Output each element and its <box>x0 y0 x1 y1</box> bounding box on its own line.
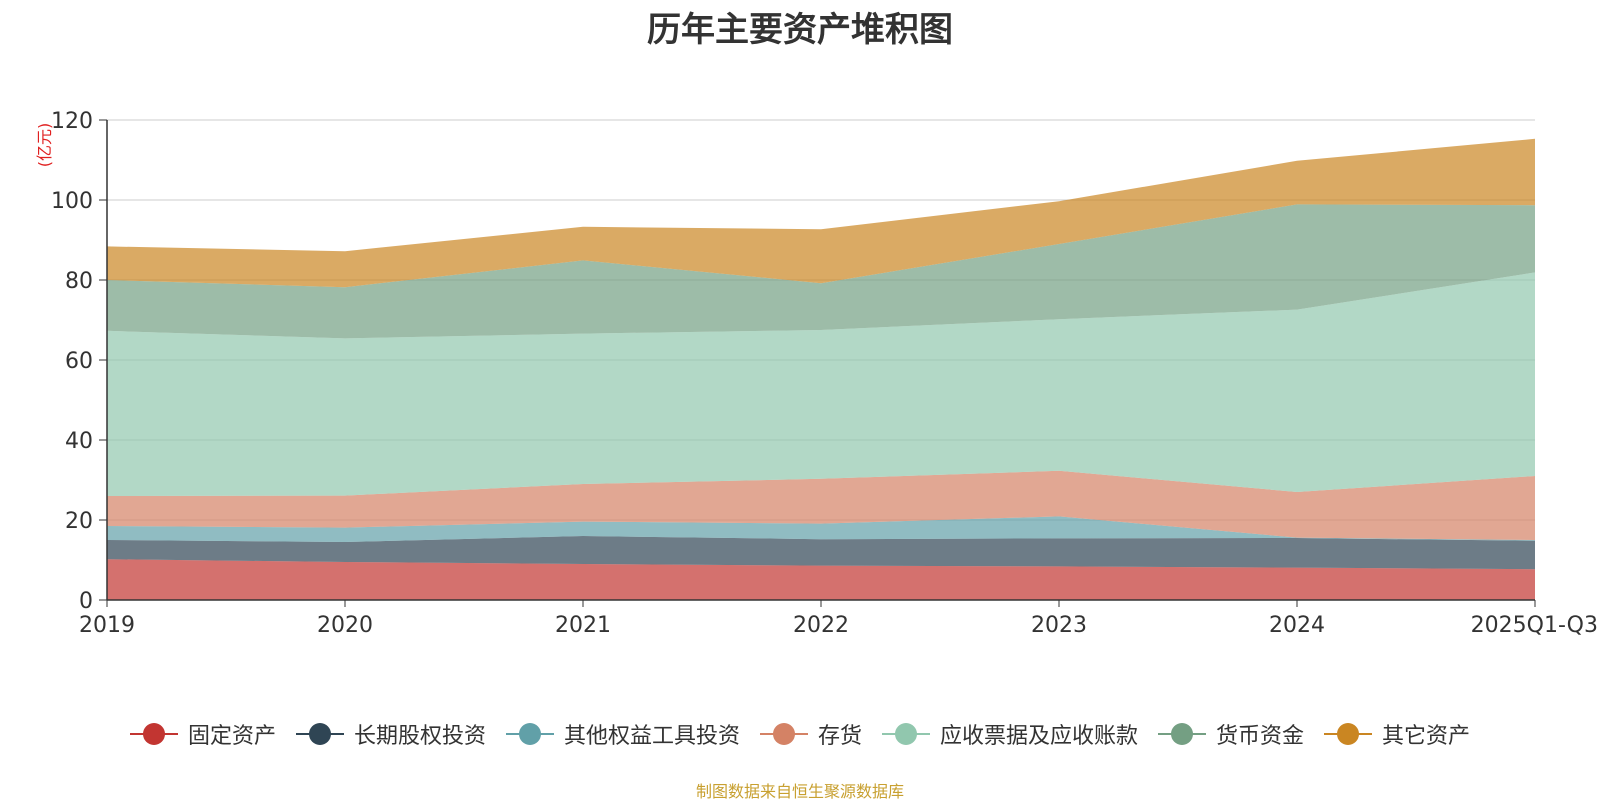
legend-item-6[interactable]: 其它资产 <box>1324 718 1470 750</box>
legend: 固定资产 长期股权投资 其他权益工具投资 存货 应收票据及应收账款 货币资金 其它资产 <box>0 718 1600 750</box>
x-tick-label: 2023 <box>1031 613 1087 638</box>
legend-swatch-icon <box>1324 723 1373 745</box>
area-3[interactable] <box>107 470 1535 540</box>
y-tick-label: 100 <box>51 189 93 214</box>
area-2[interactable] <box>107 516 1535 542</box>
area-6[interactable] <box>107 138 1535 288</box>
legend-swatch-icon <box>505 723 554 745</box>
area-4[interactable] <box>107 272 1535 496</box>
legend-swatch-icon <box>759 723 808 745</box>
area-5[interactable] <box>107 204 1535 339</box>
x-axis-ticks: 2019 2020 2021 2022 2023 2024 2025Q1-Q3 <box>79 600 1598 638</box>
y-tick-label: 120 <box>51 109 93 134</box>
x-tick-label: 2025Q1-Q3 <box>1471 613 1598 638</box>
area-0[interactable] <box>107 559 1535 600</box>
legend-item-1[interactable]: 长期股权投资 <box>295 718 486 750</box>
y-tick-label: 40 <box>65 429 93 454</box>
legend-label: 存货 <box>817 724 862 749</box>
legend-swatch-icon <box>129 723 178 745</box>
x-tick-label: 2022 <box>793 613 849 638</box>
legend-item-5[interactable]: 货币资金 <box>1158 718 1304 750</box>
legend-item-2[interactable]: 其他权益工具投资 <box>505 718 740 750</box>
source-note: 制图数据来自恒生聚源数据库 <box>695 782 904 801</box>
y-axis-ticks: 0 20 40 60 80 100 120 <box>51 109 107 614</box>
y-tick-label: 80 <box>65 269 93 294</box>
legend-label: 其它资产 <box>1382 724 1471 749</box>
legend-item-4[interactable]: 应收票据及应收账款 <box>882 718 1138 750</box>
legend-label: 固定资产 <box>187 724 276 749</box>
y-tick-label: 20 <box>65 509 93 534</box>
legend-item-3[interactable]: 存货 <box>759 718 862 750</box>
x-tick-label: 2019 <box>79 613 135 638</box>
x-tick-label: 2024 <box>1269 613 1325 638</box>
legend-label: 货币资金 <box>1216 724 1305 749</box>
legend-label: 应收票据及应收账款 <box>940 724 1139 749</box>
legend-item-0[interactable]: 固定资产 <box>129 718 276 750</box>
chart-title: 历年主要资产堆积图 <box>647 10 953 50</box>
legend-swatch-icon <box>1158 723 1207 745</box>
x-tick-label: 2020 <box>317 613 373 638</box>
legend-label: 长期股权投资 <box>353 724 486 749</box>
y-tick-label: 60 <box>65 349 93 374</box>
legend-swatch-icon <box>882 723 930 745</box>
legend-label: 其他权益工具投资 <box>563 724 740 749</box>
y-tick-label: 0 <box>79 589 93 614</box>
area-1[interactable] <box>107 536 1535 570</box>
legend-swatch-icon <box>295 723 344 745</box>
area-series <box>107 138 1535 600</box>
y-axis-unit-label: (亿元) <box>35 123 54 168</box>
x-tick-label: 2021 <box>555 613 611 638</box>
